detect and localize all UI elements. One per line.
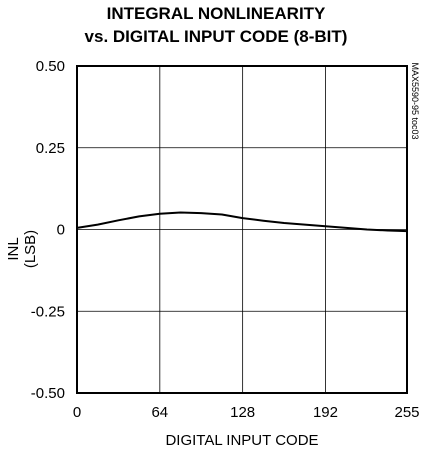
chart-subtitle: vs. DIGITAL INPUT CODE (8-BIT) (84, 27, 348, 46)
x-tick-label: 64 (151, 404, 168, 421)
x-tick-label: 0 (73, 404, 81, 421)
inl-series-line (76, 211, 408, 233)
plot-frame (76, 65, 408, 394)
x-axis-label: DIGITAL INPUT CODE (165, 432, 319, 449)
y-tick-label: 0.50 (36, 58, 65, 75)
x-tick-label: 128 (230, 404, 255, 421)
x-tick-label: 192 (313, 404, 338, 421)
y-tick-label: 0 (57, 222, 65, 239)
y-tick-label: -0.25 (31, 303, 65, 320)
figure-code: MAX5590-95 toc03 (410, 62, 420, 140)
chart-title: INTEGRAL NONLINEARITY (106, 4, 326, 23)
x-tick-label: 255 (394, 404, 419, 421)
y-axis-label: INL (LSB) (5, 229, 39, 269)
y-tick-label: 0.25 (36, 140, 65, 157)
y-tick-label: -0.50 (31, 385, 65, 402)
